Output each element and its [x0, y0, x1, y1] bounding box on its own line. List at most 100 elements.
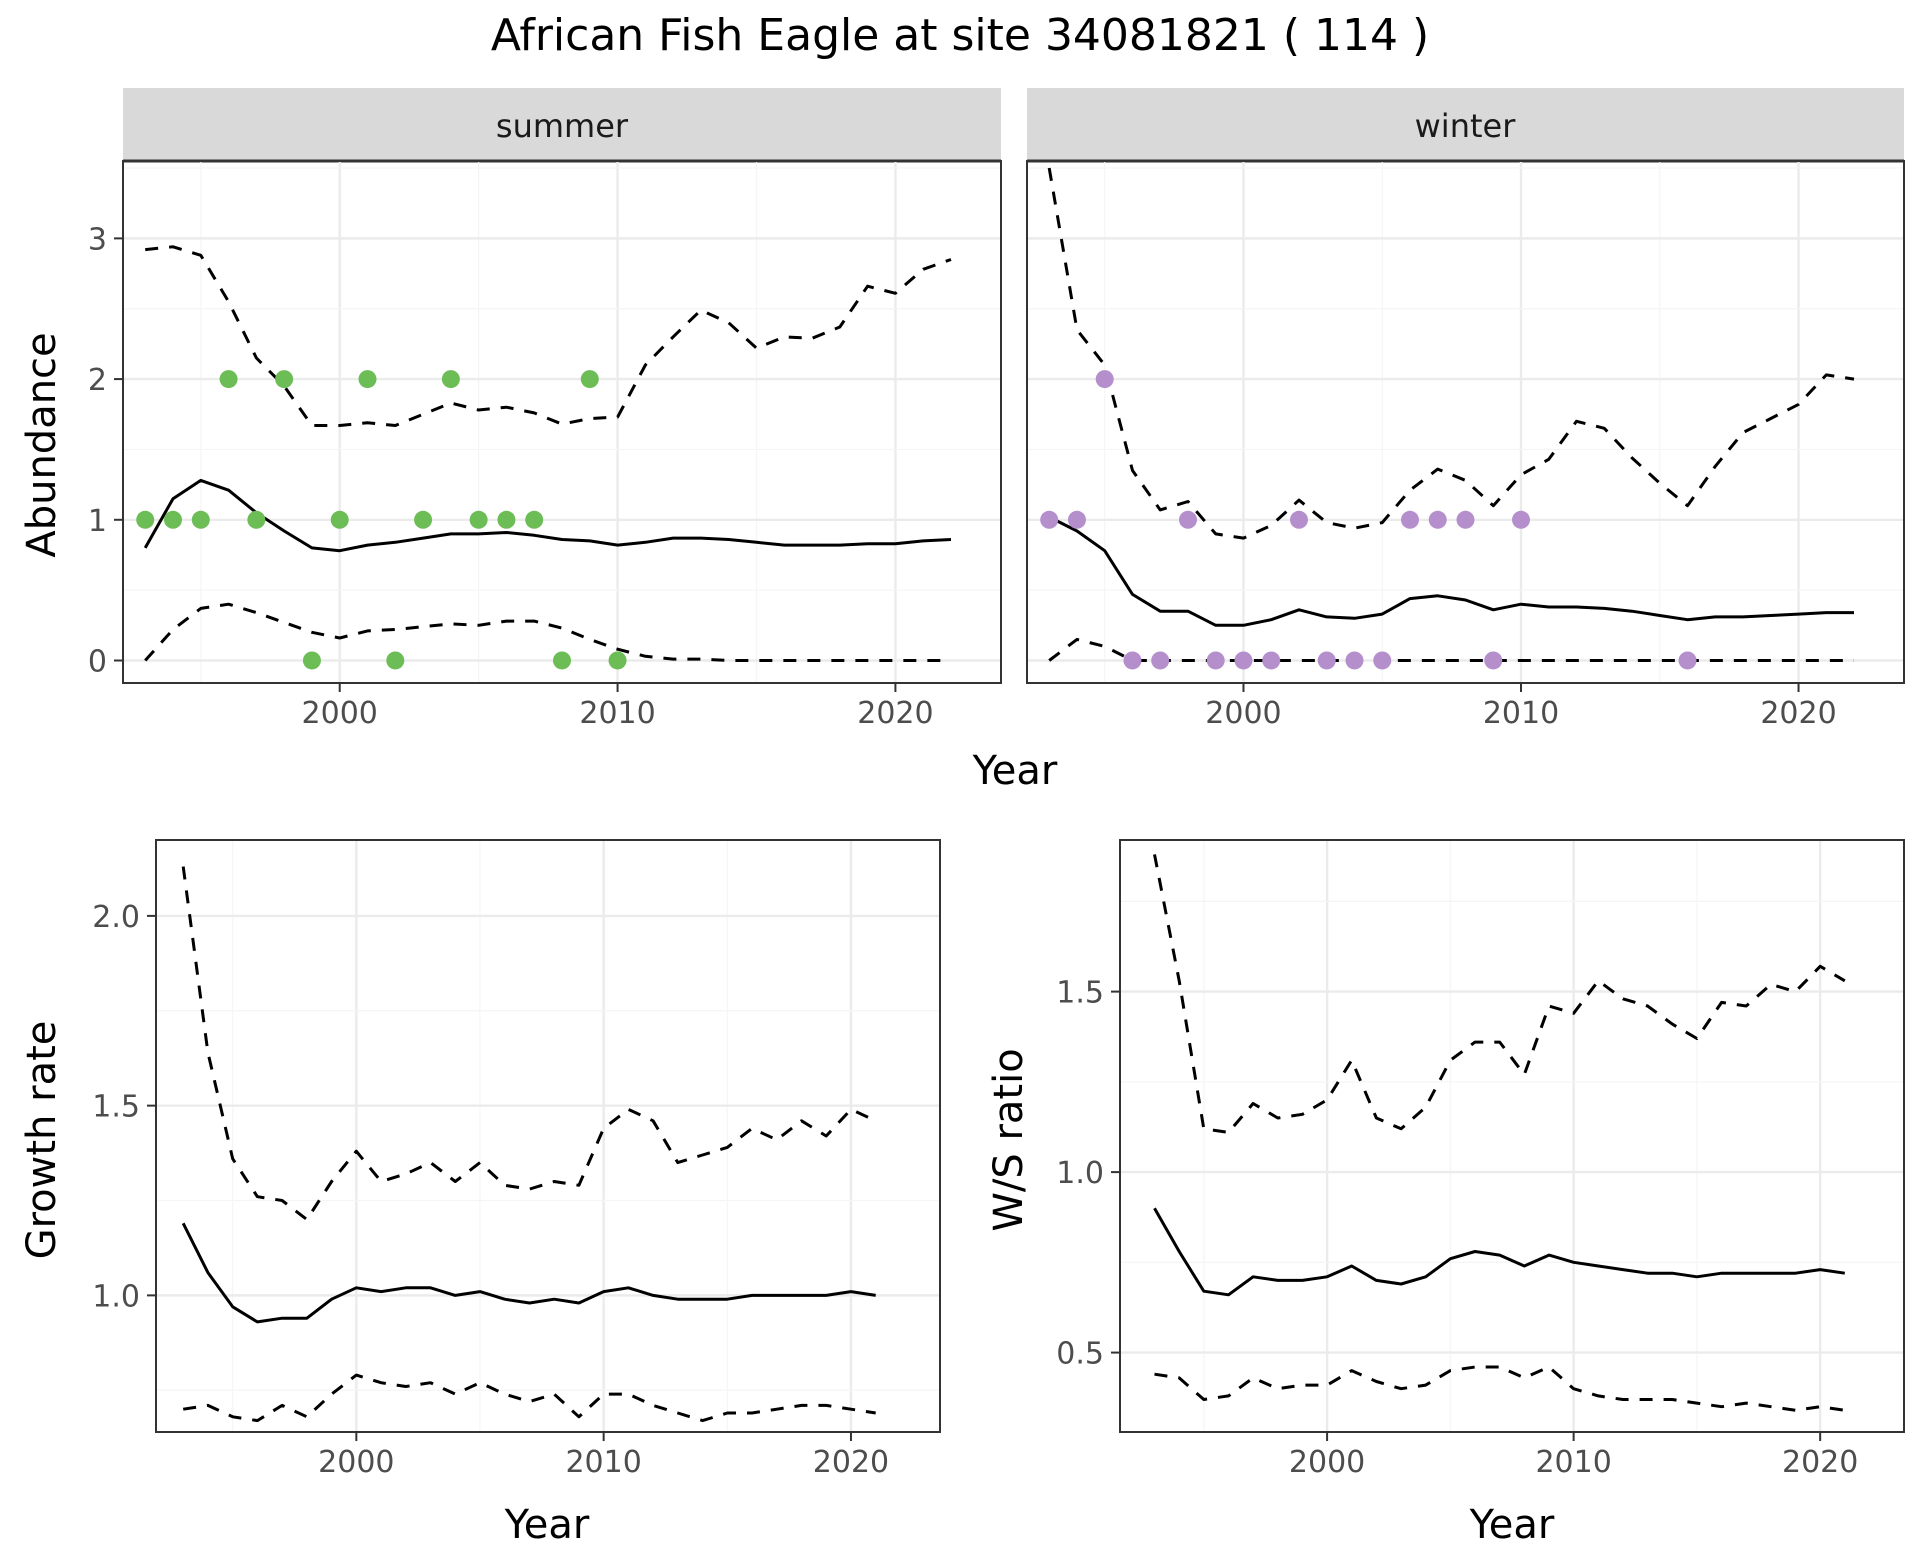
x-tick-label: 2010 [565, 1445, 641, 1480]
summer-observation-point [553, 651, 571, 670]
x-tick-label: 2020 [813, 1445, 889, 1480]
winter-panel: winter 2000 2010 2020 [1026, 88, 1905, 731]
summer-strip [123, 88, 1001, 161]
x-tick-label: 2010 [1483, 696, 1559, 731]
y-tick-label: 1.5 [92, 1090, 140, 1125]
y-tick-label: 1.0 [1056, 1156, 1104, 1191]
winter-observation-point [1123, 651, 1142, 670]
y-tick-label: 0.5 [1056, 1337, 1104, 1372]
summer-observation-point [386, 651, 405, 670]
x-tick-label: 2000 [1205, 696, 1281, 731]
winter-observation-point [1678, 651, 1697, 670]
growth-lower-line [182, 1373, 876, 1423]
winter-observation-point [1428, 510, 1447, 529]
growth-gridlines [156, 840, 940, 1432]
y-tick-label: 3 [88, 222, 107, 257]
y-tick-label: 1.5 [1056, 976, 1104, 1011]
summer-observation-point [497, 510, 516, 529]
summer-mean-line [143, 478, 952, 553]
summer-observation-point [441, 370, 460, 389]
x-tick-label: 2010 [579, 696, 655, 731]
y-tick-label: 0 [88, 644, 107, 679]
summer-observation-point [580, 370, 599, 389]
ws-y-axis: 0.5 1.0 1.5 [1056, 976, 1120, 1372]
x-tick-label: 2020 [857, 696, 933, 731]
summer-observation-point [302, 651, 321, 670]
summer-observation-point [414, 510, 433, 529]
ws-lower-line [1154, 1365, 1846, 1412]
winter-observation-point [1095, 370, 1114, 389]
growth-mean-line [181, 1222, 876, 1324]
summer-observation-point [608, 651, 627, 670]
summer-lower-line [144, 602, 951, 662]
winter-strip [1027, 88, 1904, 161]
ws-ratio-panel: 2000 2010 2020 0.5 1.0 1.5 [1056, 839, 1905, 1480]
winter-observation-point [1151, 651, 1170, 670]
ws-x-axis-title: Year [1469, 1502, 1555, 1548]
summer-panel-border [122, 160, 1002, 684]
growth-y-axis-title: Growth rate [19, 1021, 65, 1260]
winter-upper-line [1047, 167, 1855, 540]
winter-observation-point [1400, 510, 1419, 529]
winter-observation-point [1067, 510, 1086, 529]
winter-observation-point [1484, 651, 1503, 670]
figure-title: African Fish Eagle at site 34081821 ( 11… [491, 10, 1429, 61]
summer-observation-point [469, 510, 488, 529]
y-tick-label: 1 [88, 504, 107, 539]
summer-observation-point [164, 510, 183, 529]
ws-y-axis-title: W/S ratio [986, 1048, 1032, 1231]
ws-x-axis: 2000 2010 2020 [1289, 1432, 1858, 1480]
summer-observation-point [247, 510, 266, 529]
growth-panel-border [155, 839, 941, 1433]
winter-observations [1040, 370, 1697, 670]
summer-observation-point [219, 370, 238, 389]
winter-gridlines [1027, 161, 1904, 683]
summer-observation-point [330, 510, 349, 529]
x-tick-label: 2010 [1535, 1445, 1611, 1480]
y-tick-label: 2.0 [92, 900, 140, 935]
x-tick-label: 2000 [318, 1445, 394, 1480]
winter-observation-point [1234, 651, 1253, 670]
x-tick-label: 2020 [1782, 1445, 1858, 1480]
winter-observation-point [1456, 510, 1475, 529]
winter-observation-point [1512, 510, 1531, 529]
winter-observation-point [1040, 510, 1059, 529]
ws-mean-line [1153, 1207, 1846, 1297]
summer-observation-point [191, 510, 210, 529]
top-x-axis-title: Year [972, 748, 1058, 794]
winter-lower-line [1048, 637, 1854, 662]
winter-observation-point [1317, 651, 1336, 670]
summer-panel: summer 2000 2010 2020 0 1 2 3 [88, 88, 1002, 731]
winter-observation-point [1262, 651, 1281, 670]
winter-observation-point [1206, 651, 1225, 670]
winter-mean-line [1048, 515, 1854, 627]
growth-upper-line [181, 866, 877, 1221]
summer-observation-point [358, 370, 377, 389]
winter-observation-point [1289, 510, 1308, 529]
summer-upper-line [145, 245, 952, 427]
winter-observation-point [1373, 651, 1392, 670]
summer-observation-point [136, 510, 155, 529]
growth-x-axis: 2000 2010 2020 [318, 1432, 889, 1480]
abundance-y-axis-title: Abundance [19, 332, 65, 557]
summer-observations [136, 370, 627, 670]
growth-rate-panel: 2000 2010 2020 1.0 1.5 2.0 [92, 839, 941, 1480]
y-tick-label: 1.0 [92, 1279, 140, 1314]
ws-panel-border [1119, 839, 1905, 1433]
growth-y-axis: 1.0 1.5 2.0 [92, 900, 156, 1314]
summer-strip-label: summer [496, 107, 629, 145]
ws-gridlines [1120, 840, 1904, 1432]
y-tick-label: 2 [88, 363, 107, 398]
summer-observation-point [525, 510, 544, 529]
summer-observation-point [275, 370, 294, 389]
winter-panel-border [1026, 160, 1905, 684]
x-tick-label: 2000 [302, 696, 378, 731]
winter-observation-point [1178, 510, 1197, 529]
ws-upper-line [1153, 854, 1846, 1134]
summer-y-axis: 0 1 2 3 [88, 222, 123, 679]
winter-x-axis: 2000 2010 2020 [1205, 683, 1837, 731]
x-tick-label: 2020 [1760, 696, 1836, 731]
x-tick-label: 2000 [1289, 1445, 1365, 1480]
